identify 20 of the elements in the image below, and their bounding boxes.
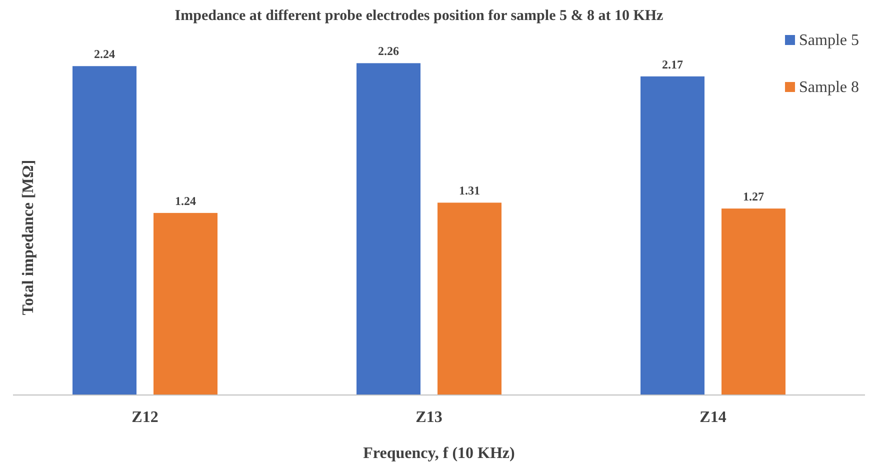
bar xyxy=(722,208,786,395)
data-label: 2.26 xyxy=(378,44,399,58)
bar xyxy=(72,66,136,395)
y-axis-title: Total impedance [MΩ] xyxy=(20,160,37,316)
chart-title: Impedance at different probe electrodes position for sample 5 & 8 at 10 KHz xyxy=(174,8,664,24)
legend-label: Sample 5 xyxy=(799,32,859,49)
x-tick-label: Z13 xyxy=(416,409,442,426)
data-label: 1.27 xyxy=(743,190,764,204)
bar xyxy=(356,63,420,395)
data-label: 2.24 xyxy=(94,47,115,62)
data-label: 1.31 xyxy=(459,184,480,198)
data-label: 1.24 xyxy=(175,194,196,208)
legend-label: Sample 8 xyxy=(799,79,859,96)
x-tick-label: Z12 xyxy=(132,409,158,426)
bar xyxy=(438,202,502,395)
x-axis-title: Frequency, f (10 KHz) xyxy=(363,445,515,462)
data-label: 2.17 xyxy=(662,57,683,72)
x-tick-label: Z14 xyxy=(700,409,726,426)
bar xyxy=(154,212,218,395)
bar xyxy=(640,76,704,395)
